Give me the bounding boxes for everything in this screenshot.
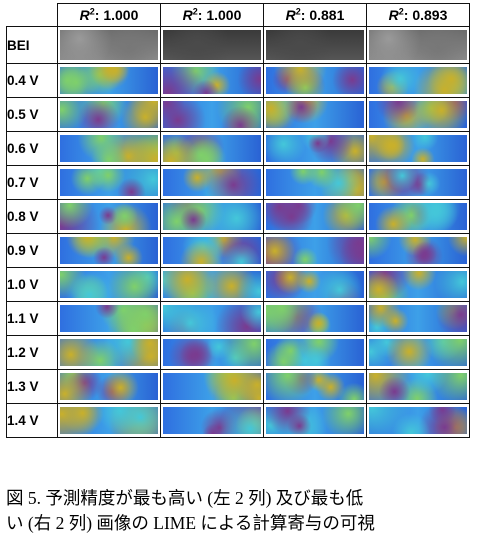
- lime-heatmap: [263, 369, 367, 404]
- sem-image: [160, 26, 264, 64]
- lime-heatmap: [263, 165, 367, 200]
- voltage-row: 1.0 V: [6, 267, 470, 302]
- lime-heatmap: [160, 131, 264, 166]
- voltage-row: 1.2 V: [6, 335, 470, 370]
- lime-heatmap: [57, 131, 161, 166]
- lime-heatmap: [263, 63, 367, 98]
- column-header: R2: 0.893: [366, 3, 470, 27]
- column-header: R2: 1.000: [57, 3, 161, 27]
- lime-heatmap: [160, 403, 264, 438]
- lime-heatmap: [263, 199, 367, 234]
- column-header: R2: 0.881: [263, 3, 367, 27]
- lime-heatmap: [263, 233, 367, 268]
- row-label-voltage: 0.6 V: [6, 131, 58, 166]
- lime-heatmap: [57, 301, 161, 336]
- bei-row: BEI: [6, 26, 470, 64]
- row-label-voltage: 0.7 V: [6, 165, 58, 200]
- lime-heatmap: [366, 233, 470, 268]
- lime-heatmap: [57, 233, 161, 268]
- lime-heatmap: [160, 233, 264, 268]
- lime-heatmap: [160, 97, 264, 132]
- row-label-voltage: 0.9 V: [6, 233, 58, 268]
- lime-heatmap: [57, 63, 161, 98]
- row-label-voltage: 0.5 V: [6, 97, 58, 132]
- lime-heatmap: [160, 267, 264, 302]
- lime-heatmap: [160, 369, 264, 404]
- sem-image: [57, 26, 161, 64]
- lime-heatmap: [366, 131, 470, 166]
- voltage-row: 0.9 V: [6, 233, 470, 268]
- lime-heatmap: [57, 165, 161, 200]
- lime-heatmap: [57, 335, 161, 370]
- row-label-bei: BEI: [6, 26, 58, 64]
- lime-heatmap: [57, 403, 161, 438]
- lime-figure: R2: 1.000 R2: 1.000 R2: 0.881 R2: 0.893 …: [6, 3, 470, 438]
- lime-heatmap: [366, 403, 470, 438]
- lime-heatmap: [263, 403, 367, 438]
- lime-grid: R2: 1.000 R2: 1.000 R2: 0.881 R2: 0.893 …: [6, 3, 470, 438]
- lime-heatmap: [160, 199, 264, 234]
- lime-heatmap: [366, 63, 470, 98]
- lime-heatmap: [366, 335, 470, 370]
- voltage-row: 0.7 V: [6, 165, 470, 200]
- row-label-voltage: 1.0 V: [6, 267, 58, 302]
- lime-heatmap: [160, 165, 264, 200]
- voltage-row: 1.1 V: [6, 301, 470, 336]
- voltage-row: 0.8 V: [6, 199, 470, 234]
- caption-line-1: 図 5. 予測精度が最も高い (左 2 列) 及び最も低: [6, 488, 364, 508]
- row-label-voltage: 1.4 V: [6, 403, 58, 438]
- lime-heatmap: [57, 267, 161, 302]
- lime-heatmap: [57, 97, 161, 132]
- sem-image: [366, 26, 470, 64]
- row-label-voltage: 1.2 V: [6, 335, 58, 370]
- voltage-row: 0.4 V: [6, 63, 470, 98]
- lime-heatmap: [366, 165, 470, 200]
- lime-heatmap: [263, 335, 367, 370]
- lime-heatmap: [160, 335, 264, 370]
- voltage-row: 0.5 V: [6, 97, 470, 132]
- lime-heatmap: [263, 267, 367, 302]
- voltage-row: 0.6 V: [6, 131, 470, 166]
- column-header: R2: 1.000: [160, 3, 264, 27]
- lime-heatmap: [263, 131, 367, 166]
- lime-heatmap: [366, 369, 470, 404]
- lime-heatmap: [57, 199, 161, 234]
- lime-heatmap: [366, 97, 470, 132]
- lime-heatmap: [263, 97, 367, 132]
- lime-heatmap: [366, 199, 470, 234]
- lime-heatmap: [160, 301, 264, 336]
- header-row: R2: 1.000 R2: 1.000 R2: 0.881 R2: 0.893: [6, 3, 470, 27]
- lime-heatmap: [366, 267, 470, 302]
- lime-heatmap: [366, 301, 470, 336]
- lime-heatmap: [263, 301, 367, 336]
- sem-image: [263, 26, 367, 64]
- row-label-voltage: 1.3 V: [6, 369, 58, 404]
- caption-line-2: い (右 2 列) 画像の LIME による計算寄与の可視: [6, 513, 375, 533]
- row-label-voltage: 0.8 V: [6, 199, 58, 234]
- lime-heatmap: [57, 369, 161, 404]
- lime-heatmap: [160, 63, 264, 98]
- row-label-voltage: 1.1 V: [6, 301, 58, 336]
- figure-caption: 図 5. 予測精度が最も高い (左 2 列) 及び最も低 い (右 2 列) 画…: [6, 486, 476, 536]
- voltage-row: 1.3 V: [6, 369, 470, 404]
- corner-cell: [6, 3, 58, 27]
- row-label-voltage: 0.4 V: [6, 63, 58, 98]
- voltage-row: 1.4 V: [6, 403, 470, 438]
